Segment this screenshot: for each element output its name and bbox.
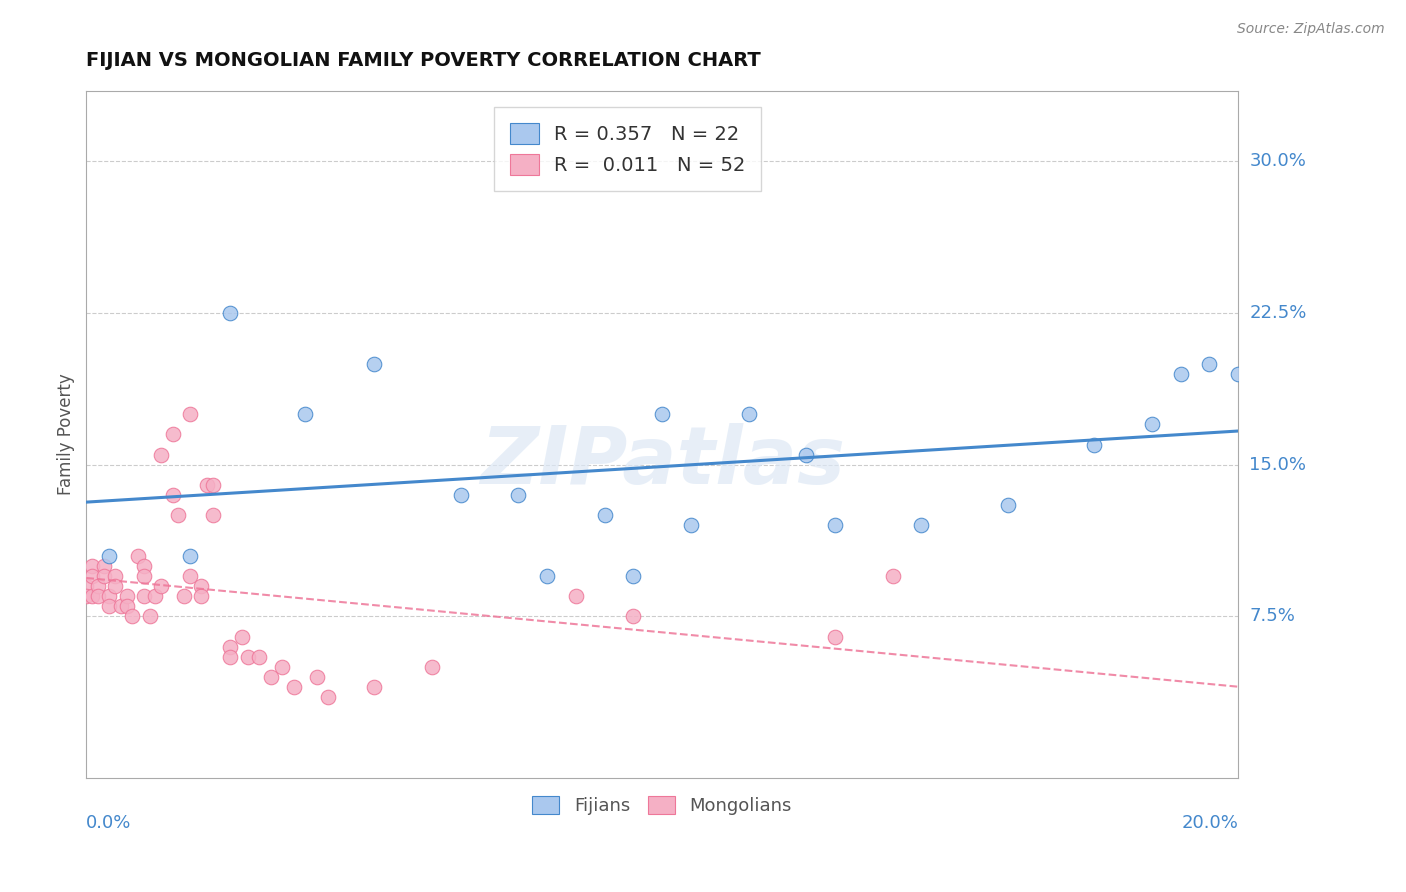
Point (623, 609, 645, 624)
Point (104, 569, 127, 583)
Point (363, 357, 385, 371)
Point (150, 579, 173, 593)
Point (1170, 367, 1192, 381)
Point (115, 599, 138, 614)
Point (219, 306, 242, 320)
Point (75, 579, 97, 593)
Point (145, 589, 167, 603)
Point (1198, 357, 1220, 371)
Point (247, 649, 270, 664)
Text: 7.5%: 7.5% (1250, 607, 1295, 625)
Point (420, 660, 443, 674)
Point (231, 630, 253, 644)
Point (173, 589, 195, 603)
Point (98, 549, 121, 563)
Point (1083, 437, 1105, 451)
Point (1227, 367, 1250, 381)
Point (271, 660, 294, 674)
Text: ZIPatlas: ZIPatlas (479, 423, 845, 501)
Point (75, 589, 97, 603)
Point (80, 558, 103, 573)
Point (565, 589, 588, 603)
Point (87, 589, 110, 603)
Point (363, 680, 385, 694)
Point (162, 488, 184, 502)
Point (997, 498, 1019, 512)
Point (623, 569, 645, 583)
Point (201, 508, 224, 523)
Point (93, 569, 115, 583)
Text: FIJIAN VS MONGOLIAN FAMILY POVERTY CORRELATION CHART: FIJIAN VS MONGOLIAN FAMILY POVERTY CORRE… (86, 51, 761, 70)
Text: 30.0%: 30.0% (1250, 153, 1306, 170)
Point (824, 518, 846, 533)
Point (162, 427, 184, 442)
Point (150, 448, 173, 462)
Point (593, 508, 616, 523)
Point (80, 589, 103, 603)
Point (219, 640, 242, 654)
Point (98, 589, 121, 603)
Point (115, 589, 138, 603)
Point (179, 569, 201, 583)
Point (737, 407, 759, 421)
Point (190, 579, 212, 593)
Text: Source: ZipAtlas.com: Source: ZipAtlas.com (1237, 22, 1385, 37)
Point (190, 589, 212, 603)
Point (80, 569, 103, 583)
Legend: Fijians, Mongolians: Fijians, Mongolians (523, 787, 801, 824)
Point (132, 558, 155, 573)
Point (201, 478, 224, 492)
Point (316, 690, 339, 705)
Point (104, 579, 127, 593)
Text: 22.5%: 22.5% (1250, 304, 1306, 322)
Point (93, 558, 115, 573)
Point (283, 680, 305, 694)
Point (121, 609, 143, 624)
Point (794, 448, 817, 462)
Point (236, 649, 259, 664)
Point (536, 569, 558, 583)
Point (127, 549, 149, 563)
Point (179, 549, 201, 563)
Point (910, 518, 932, 533)
Y-axis label: Family Poverty: Family Poverty (58, 374, 75, 495)
Point (132, 569, 155, 583)
Point (259, 670, 281, 684)
Point (110, 599, 132, 614)
Point (679, 518, 702, 533)
Point (138, 609, 160, 624)
Point (195, 478, 218, 492)
Point (179, 407, 201, 421)
Point (1140, 417, 1163, 432)
Point (87, 579, 110, 593)
Point (219, 649, 242, 664)
Point (508, 488, 530, 502)
Point (651, 407, 673, 421)
Point (882, 569, 904, 583)
Point (824, 630, 846, 644)
Point (450, 488, 472, 502)
Point (132, 589, 155, 603)
Text: 0.0%: 0.0% (86, 814, 132, 832)
Point (167, 508, 190, 523)
Point (305, 670, 328, 684)
Point (294, 407, 316, 421)
Point (98, 599, 121, 614)
Text: 15.0%: 15.0% (1250, 456, 1306, 474)
Text: 20.0%: 20.0% (1181, 814, 1239, 832)
